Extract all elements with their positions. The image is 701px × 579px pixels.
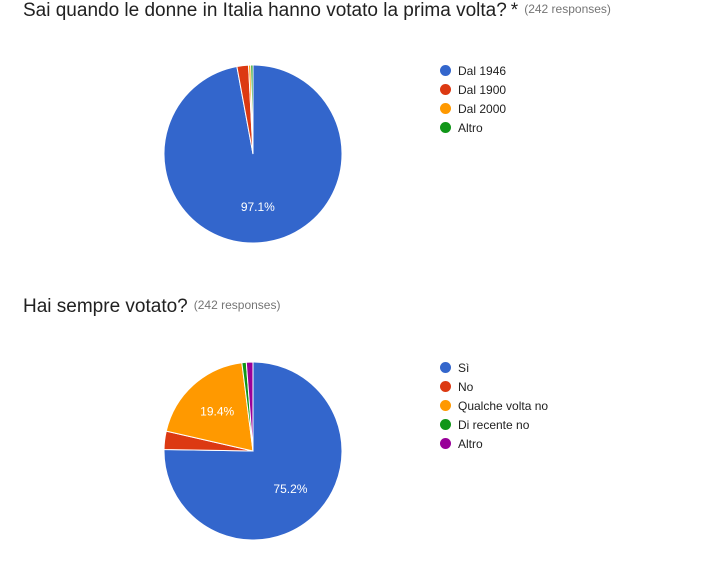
pie-slice: [163, 64, 343, 244]
pie-slice: [165, 362, 254, 452]
chart-legend-1: Dal 1946 Dal 1900 Dal 2000 Altro: [440, 61, 506, 137]
legend-swatch: [440, 103, 451, 114]
pie-slice: [250, 64, 254, 155]
pie-slice: [163, 430, 254, 452]
legend-swatch: [440, 84, 451, 95]
legend-label: Dal 2000: [458, 101, 507, 116]
question-block-1: Sai quando le donne in Italia hanno vota…: [23, 0, 693, 23]
pie-data-label: 19.4%: [200, 404, 234, 418]
legend-label: Sì: [458, 360, 470, 375]
question-title: Sai quando le donne in Italia hanno vota…: [23, 0, 507, 21]
response-count: (242 responses): [524, 2, 611, 16]
legend-item: No: [440, 377, 548, 396]
legend-item: Altro: [440, 434, 548, 453]
legend-label: Altro: [458, 436, 483, 451]
pie-slice: [245, 361, 254, 452]
legend-swatch: [440, 419, 451, 430]
legend-label: Dal 1946: [458, 63, 507, 78]
legend-label: No: [458, 379, 474, 394]
legend-swatch: [440, 65, 451, 76]
legend-label: Altro: [458, 120, 483, 135]
legend-item: Sì: [440, 358, 548, 377]
chart-legend-2: Sì No Qualche volta no Di recente no Alt…: [440, 358, 548, 453]
legend-swatch: [440, 122, 451, 133]
legend-swatch: [440, 362, 451, 373]
pie-data-label: 97.1%: [241, 200, 275, 214]
question-header: Hai sempre votato? (242 responses): [23, 296, 693, 319]
legend-item: Dal 1946: [440, 61, 506, 80]
question-header: Sai quando le donne in Italia hanno vota…: [23, 0, 693, 23]
question-block-2: Hai sempre votato? (242 responses): [23, 296, 693, 319]
pie-data-label: 75.2%: [273, 482, 307, 496]
required-marker: *: [510, 0, 519, 21]
response-count: (242 responses): [193, 298, 281, 312]
pie-slice: [241, 361, 254, 452]
pie-slice: [236, 64, 254, 155]
legend-label: Di recente no: [458, 417, 530, 432]
pie-slice: [248, 64, 254, 155]
legend-label: Qualche volta no: [458, 398, 549, 413]
legend-item: Dal 1900: [440, 80, 506, 99]
legend-swatch: [440, 400, 451, 411]
legend-swatch: [440, 438, 451, 449]
legend-item: Altro: [440, 118, 506, 137]
legend-item: Di recente no: [440, 415, 548, 434]
legend-swatch: [440, 381, 451, 392]
legend-item: Dal 2000: [440, 99, 506, 118]
pie-slice: [163, 361, 343, 541]
legend-item: Qualche volta no: [440, 396, 548, 415]
legend-label: Dal 1900: [458, 82, 507, 97]
question-title: Hai sempre votato?: [23, 296, 188, 317]
